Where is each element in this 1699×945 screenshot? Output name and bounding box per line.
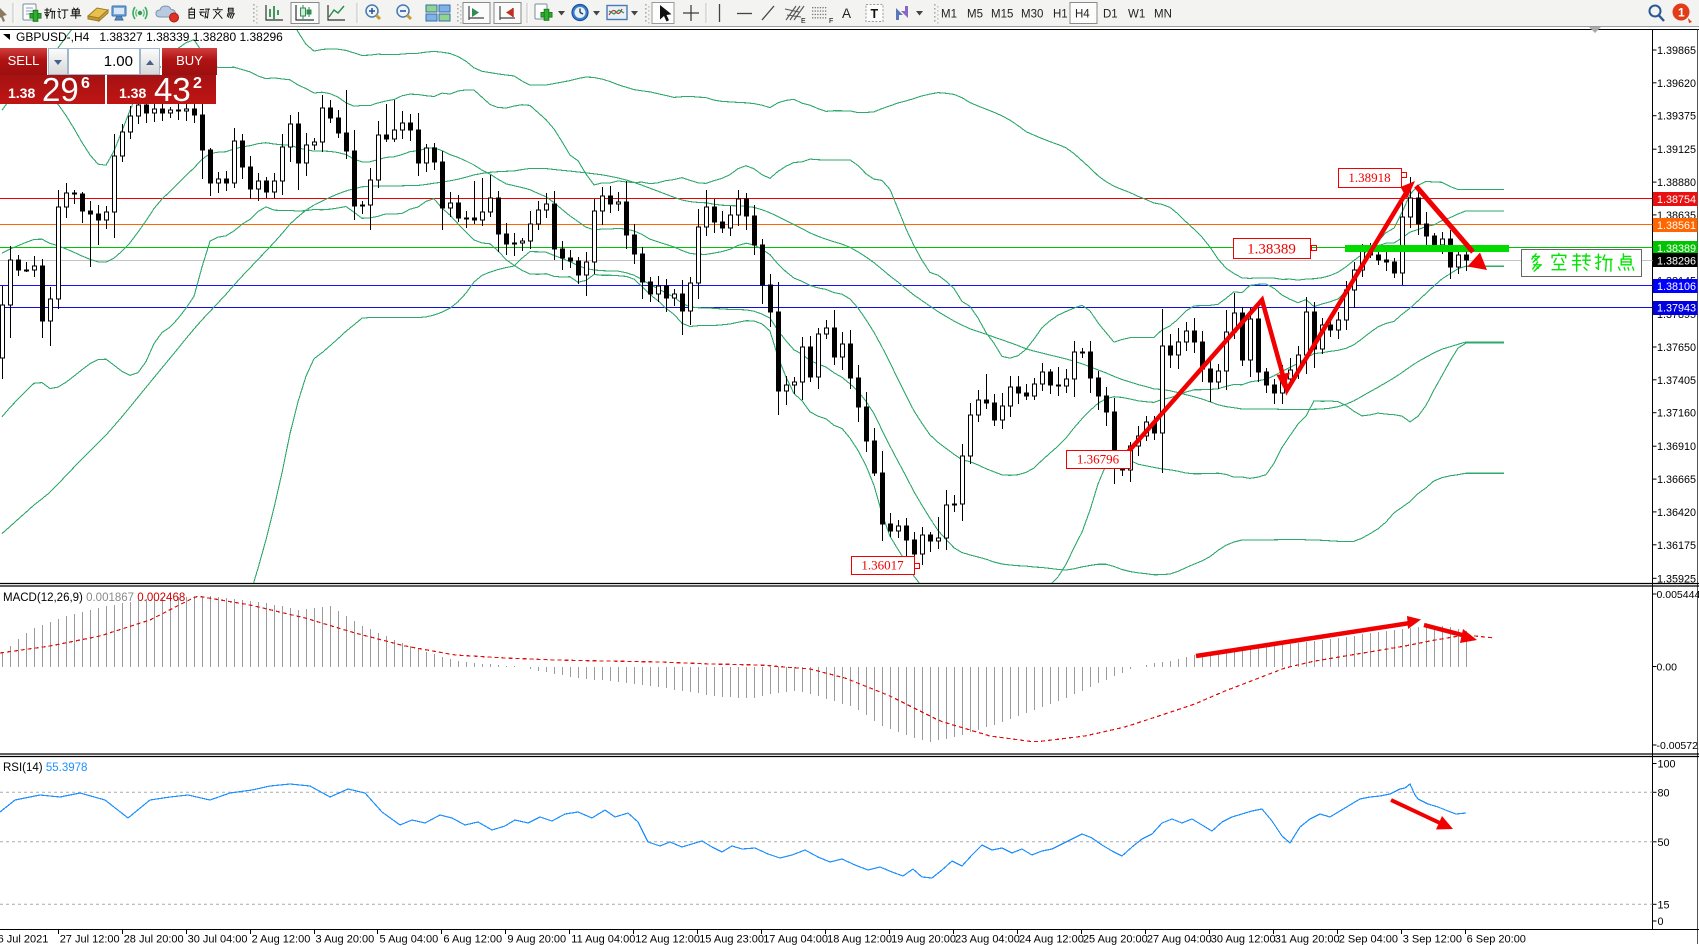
svg-text:1.36175: 1.36175 <box>1657 540 1696 552</box>
svg-text:1.36420: 1.36420 <box>1657 507 1696 519</box>
svg-text:1.38880: 1.38880 <box>1657 177 1696 189</box>
svg-text:1.38296: 1.38296 <box>1657 255 1696 267</box>
svg-text:1.35925: 1.35925 <box>1657 573 1696 585</box>
svg-text:D1: D1 <box>1103 9 1118 21</box>
svg-text:1.37650: 1.37650 <box>1657 342 1696 354</box>
svg-text:24 Aug 12:00: 24 Aug 12:00 <box>1019 934 1084 945</box>
svg-text:15: 15 <box>1658 899 1670 911</box>
svg-text:30 Aug 12:00: 30 Aug 12:00 <box>1211 934 1276 945</box>
svg-text:A: A <box>842 6 851 21</box>
svg-text:1.39865: 1.39865 <box>1657 45 1696 57</box>
svg-text:M1: M1 <box>941 9 957 21</box>
svg-text:H1: H1 <box>1053 9 1068 21</box>
svg-text:2 Sep 04:00: 2 Sep 04:00 <box>1339 934 1398 945</box>
svg-text:27 Jul 12:00: 27 Jul 12:00 <box>60 934 120 945</box>
svg-text:28 Jul 20:00: 28 Jul 20:00 <box>124 934 184 945</box>
svg-text:1.39620: 1.39620 <box>1657 78 1696 90</box>
svg-text:MN: MN <box>1154 9 1172 21</box>
svg-text:1.36796: 1.36796 <box>1077 452 1120 467</box>
svg-text:6 Sep 20:00: 6 Sep 20:00 <box>1467 934 1526 945</box>
svg-text:M15: M15 <box>991 9 1013 21</box>
svg-text:1.38389: 1.38389 <box>1657 243 1696 255</box>
svg-text:80: 80 <box>1658 787 1670 799</box>
svg-text:31 Aug 20:00: 31 Aug 20:00 <box>1275 934 1340 945</box>
svg-text:9 Aug 20:00: 9 Aug 20:00 <box>507 934 566 945</box>
svg-text:3 Sep 12:00: 3 Sep 12:00 <box>1403 934 1462 945</box>
svg-text:MACD(12,26,9) 0.001867 0.00246: MACD(12,26,9) 0.001867 0.002468 <box>3 592 185 604</box>
svg-text:1.37943: 1.37943 <box>1657 303 1696 315</box>
svg-text:11 Aug 04:00: 11 Aug 04:00 <box>571 934 635 945</box>
svg-text:50: 50 <box>1658 837 1670 849</box>
svg-text:GBPUSD-,H4 1.38327 1.38339 1: GBPUSD-,H4 1.38327 1.38339 1.38280 1.382… <box>16 30 283 44</box>
svg-text:0.005444: 0.005444 <box>1657 589 1699 601</box>
svg-text:1.36665: 1.36665 <box>1657 474 1696 486</box>
svg-text:1.38106: 1.38106 <box>1657 281 1696 293</box>
svg-text:12 Aug 12:00: 12 Aug 12:00 <box>635 934 700 945</box>
svg-text:27 Aug 04:00: 27 Aug 04:00 <box>1147 934 1212 945</box>
svg-text:3 Aug 20:00: 3 Aug 20:00 <box>316 934 375 945</box>
svg-text:1.37405: 1.37405 <box>1657 375 1696 387</box>
svg-text:6 Aug 12:00: 6 Aug 12:00 <box>443 934 502 945</box>
svg-text:1.39125: 1.39125 <box>1657 144 1696 156</box>
svg-text:0: 0 <box>1658 916 1664 928</box>
svg-text:0.00: 0.00 <box>1657 662 1678 674</box>
svg-text:26 Jul 2021: 26 Jul 2021 <box>0 934 48 945</box>
svg-text:1.36910: 1.36910 <box>1657 441 1696 453</box>
svg-text:T: T <box>871 7 879 21</box>
svg-text:1.38754: 1.38754 <box>1657 194 1696 206</box>
svg-text:M30: M30 <box>1021 9 1043 21</box>
svg-text:19 Aug 20:00: 19 Aug 20:00 <box>891 934 956 945</box>
svg-text:18 Aug 12:00: 18 Aug 12:00 <box>827 934 892 945</box>
svg-text:30 Jul 04:00: 30 Jul 04:00 <box>188 934 248 945</box>
svg-text:W1: W1 <box>1128 9 1145 21</box>
svg-text:23 Aug 04:00: 23 Aug 04:00 <box>955 934 1020 945</box>
svg-text:2 Aug 12:00: 2 Aug 12:00 <box>252 934 311 945</box>
svg-text:17 Aug 04:00: 17 Aug 04:00 <box>763 934 828 945</box>
svg-text:RSI(14) 55.3978: RSI(14) 55.3978 <box>3 762 87 774</box>
svg-text:1.37160: 1.37160 <box>1657 408 1696 420</box>
svg-text:1.38389: 1.38389 <box>1247 241 1296 257</box>
svg-text:15 Aug 23:00: 15 Aug 23:00 <box>699 934 764 945</box>
svg-text:M5: M5 <box>967 9 983 21</box>
svg-text:1: 1 <box>1678 6 1685 20</box>
svg-text:1.39375: 1.39375 <box>1657 111 1696 123</box>
svg-text:100: 100 <box>1658 759 1676 771</box>
svg-text:F: F <box>829 18 833 25</box>
svg-text:25 Aug 20:00: 25 Aug 20:00 <box>1083 934 1148 945</box>
svg-text:1.38561: 1.38561 <box>1657 220 1696 232</box>
svg-text:5 Aug 04:00: 5 Aug 04:00 <box>380 934 439 945</box>
svg-text:H4: H4 <box>1075 9 1090 21</box>
svg-text:E: E <box>801 18 806 25</box>
svg-text:1.38918: 1.38918 <box>1348 170 1390 185</box>
svg-text:1.36017: 1.36017 <box>861 558 904 573</box>
